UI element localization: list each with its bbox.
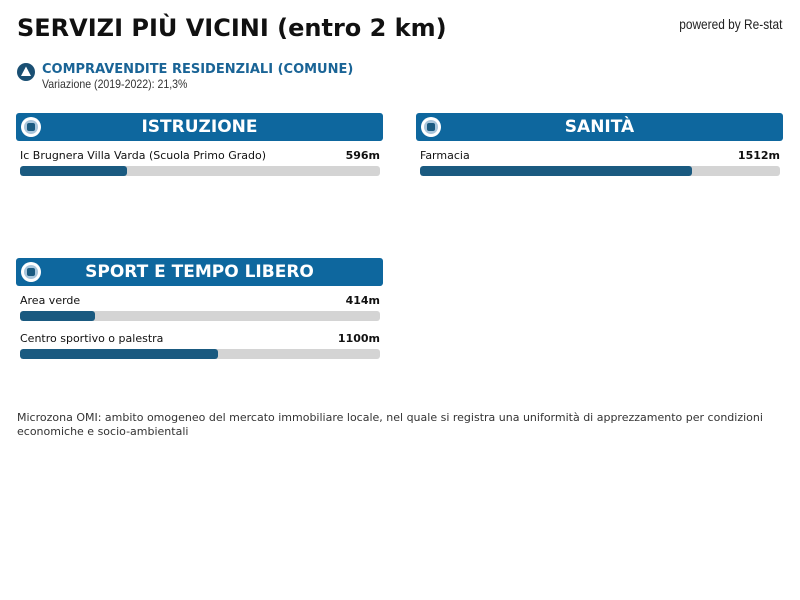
section-icon (21, 117, 41, 137)
section-title: ISTRUZIONE (141, 117, 258, 137)
item-distance: 1100m (337, 332, 380, 345)
distance-bar (20, 349, 218, 359)
powered-by: powered by Re-stat (678, 16, 782, 32)
item-name: Centro sportivo o palestra (20, 332, 164, 345)
section-icon (21, 262, 41, 282)
item-name: Farmacia (420, 149, 470, 162)
item-distance: 596m (345, 149, 380, 162)
item-distance: 414m (345, 294, 380, 307)
bar-track (20, 349, 380, 359)
section-title: SPORT E TEMPO LIBERO (85, 262, 314, 282)
item-name: Area verde (20, 294, 81, 307)
distance-bar (420, 166, 693, 176)
indicator-detail: Variazione (2019-2022): 21,3% (42, 77, 188, 91)
distance-bar (20, 311, 95, 321)
section-header: SPORT E TEMPO LIBERO (16, 258, 383, 286)
section-title: SANITÀ (564, 117, 635, 137)
section-header: ISTRUZIONE (16, 113, 383, 141)
section-icon (421, 117, 441, 137)
bar-track (420, 166, 780, 176)
bar-track (20, 311, 380, 321)
section-header: SANITÀ (416, 113, 783, 141)
bar-track (20, 166, 380, 176)
page-title: SERVIZI PIÙ VICINI (entro 2 km) (17, 14, 447, 42)
footnote: Microzona OMI: ambito omogeneo del merca… (17, 411, 763, 438)
item-distance: 1512m (737, 149, 780, 162)
item-name: Ic Brugnera Villa Varda (Scuola Primo Gr… (20, 149, 267, 162)
indicator-label: COMPRAVENDITE RESIDENZIALI (COMUNE) (42, 62, 354, 77)
distance-bar (20, 166, 128, 176)
indicator-icon (17, 63, 35, 81)
